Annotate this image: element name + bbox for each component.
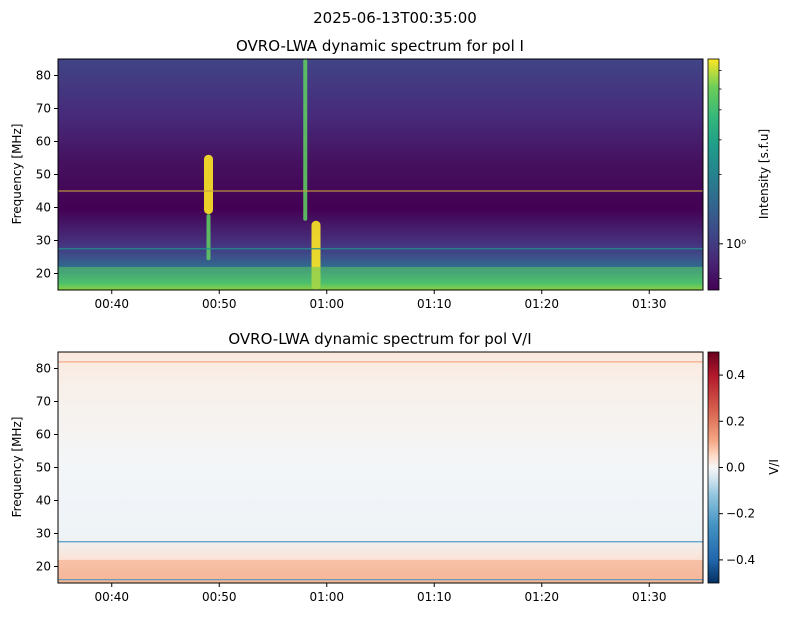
colorbar-label: Intensity [s.f.u]: [757, 129, 771, 219]
y-tick-label: 30: [36, 527, 51, 541]
colorbar-tick-label: 0.0: [726, 461, 745, 475]
x-tick-label: 01:10: [417, 297, 452, 311]
y-tick-label: 50: [36, 461, 51, 475]
colorbar-pol-i: [707, 58, 720, 291]
radio-burst: [303, 59, 308, 221]
x-axis-ticks: 00:40 00:50 01:00 01:10 01:20 01:30: [94, 583, 667, 604]
x-tick-label: 01:20: [524, 297, 559, 311]
y-tick-label: 60: [36, 135, 51, 149]
y-axis-label: Frequency [MHz]: [10, 124, 24, 225]
panel-title-pol-i: OVRO-LWA dynamic spectrum for pol I: [236, 37, 524, 55]
colorbar-label: V/I: [767, 459, 781, 475]
panel-pol-i: OVRO-LWA dynamic spectrum for pol I 20 30…: [10, 37, 771, 311]
x-tick-label: 01:20: [524, 590, 559, 604]
panel-title-pol-vi: OVRO-LWA dynamic spectrum for pol V/I: [228, 330, 531, 348]
heatmap-background: [58, 59, 703, 290]
x-tick-label: 00:40: [94, 590, 129, 604]
colorbar-tick-label: −0.2: [726, 507, 755, 521]
x-tick-label: 00:50: [202, 590, 237, 604]
heatmap-background: [58, 352, 703, 583]
x-axis-ticks: 00:40 00:50 01:00 01:10 01:20 01:30: [94, 290, 667, 311]
y-axis-ticks: 20 30 40 50 60 70 80: [36, 362, 58, 574]
panel-pol-vi: OVRO-LWA dynamic spectrum for pol V/I 20…: [10, 330, 781, 604]
colorbar-ticks: 10⁰: [719, 70, 746, 279]
colorbar-tick-label: 10⁰: [726, 237, 746, 251]
radio-burst: [206, 214, 211, 261]
y-tick-label: 70: [36, 102, 51, 116]
y-tick-label: 80: [36, 69, 51, 83]
y-axis-ticks: 20 30 40 50 60 70 80: [36, 69, 58, 281]
colorbar-ticks: 0.4 0.2 0.0 −0.2 −0.4: [719, 368, 755, 567]
y-tick-label: 40: [36, 494, 51, 508]
y-tick-label: 80: [36, 362, 51, 376]
emission-band: [58, 559, 703, 583]
y-tick-label: 50: [36, 168, 51, 182]
x-tick-label: 00:40: [94, 297, 129, 311]
y-tick-label: 40: [36, 201, 51, 215]
y-tick-label: 30: [36, 234, 51, 248]
heatmap-pol-vi: [58, 352, 703, 583]
x-tick-label: 00:50: [202, 297, 237, 311]
colorbar-tick-label: −0.4: [726, 553, 755, 567]
figure-suptitle: 2025-06-13T00:35:00: [313, 9, 477, 27]
x-tick-label: 01:30: [632, 297, 667, 311]
y-tick-label: 20: [36, 560, 51, 574]
colorbar-tick-label: 0.2: [726, 414, 745, 428]
y-tick-label: 20: [36, 267, 51, 281]
y-tick-label: 70: [36, 395, 51, 409]
heatmap-features: [58, 59, 703, 290]
x-tick-label: 01:00: [309, 590, 344, 604]
y-axis-label: Frequency [MHz]: [10, 417, 24, 518]
heatmap-pol-i: [58, 59, 703, 290]
x-tick-label: 01:00: [309, 297, 344, 311]
heatmap-features: [58, 361, 703, 583]
emission-band: [58, 266, 703, 290]
x-tick-label: 01:10: [417, 590, 452, 604]
colorbar-pol-vi: [707, 351, 720, 584]
x-tick-label: 01:30: [632, 590, 667, 604]
radio-burst: [204, 154, 213, 215]
y-tick-label: 60: [36, 428, 51, 442]
colorbar-tick-label: 0.4: [726, 368, 745, 382]
